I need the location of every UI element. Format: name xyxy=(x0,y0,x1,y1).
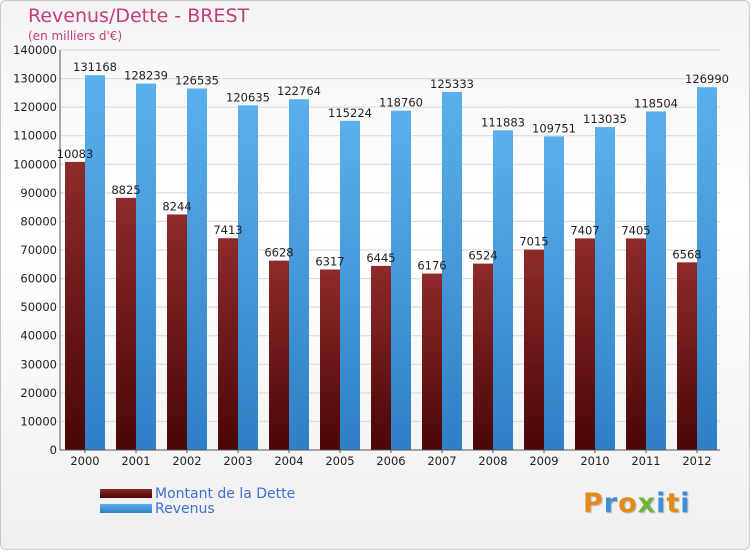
y-tick-label: 30000 xyxy=(20,357,57,371)
data-label: 118760 xyxy=(379,96,423,110)
y-tick-label: 80000 xyxy=(20,214,57,228)
logo-letter: i xyxy=(680,488,691,519)
x-tick-label: 2002 xyxy=(172,454,201,468)
data-label: 125333 xyxy=(430,77,474,91)
logo-letter: r xyxy=(603,488,619,519)
y-tick-label: 110000 xyxy=(13,129,57,143)
y-tick-label: 120000 xyxy=(13,100,57,114)
bar-revenue xyxy=(595,127,615,451)
x-tick-label: 2012 xyxy=(682,454,711,468)
data-label: 8244 xyxy=(162,199,191,213)
bar-debt xyxy=(371,265,391,450)
bar-debt xyxy=(167,214,187,450)
x-tick-label: 2004 xyxy=(274,454,303,468)
data-labels: 10083 131168 8825 128239 8244 126535 7413 12063… xyxy=(57,60,729,272)
data-label: 128239 xyxy=(124,69,168,83)
data-label: 7405 xyxy=(621,223,650,237)
legend-swatch-revenue xyxy=(100,504,152,513)
bar-debt xyxy=(65,161,85,450)
data-label: 115224 xyxy=(328,106,372,120)
bar-revenue xyxy=(85,75,105,450)
bar-debt xyxy=(218,238,238,450)
x-tick-label: 2000 xyxy=(70,454,99,468)
data-label: 10083 xyxy=(57,147,94,161)
x-tick-label: 2009 xyxy=(529,454,558,468)
data-label: 6524 xyxy=(468,249,497,263)
x-tick-label: 2007 xyxy=(427,454,456,468)
legend-label-revenue: Revenus xyxy=(155,501,215,517)
y-tick-label: 10000 xyxy=(20,414,57,428)
x-tick-label: 2011 xyxy=(631,454,660,468)
data-label: 8825 xyxy=(111,183,140,197)
y-tick-label: 100000 xyxy=(13,157,57,171)
bars xyxy=(65,75,717,451)
x-tick-label: 2010 xyxy=(580,454,609,468)
proxiti-logo: Proxiti xyxy=(583,488,691,519)
y-tick-label: 20000 xyxy=(20,386,57,400)
bar-debt xyxy=(422,273,442,450)
data-label: 7407 xyxy=(570,223,599,237)
data-label: 122764 xyxy=(277,84,321,98)
bar-debt xyxy=(320,269,340,450)
bar-debt xyxy=(524,249,544,450)
data-label: 126535 xyxy=(175,73,219,87)
x-tick-label: 2008 xyxy=(478,454,507,468)
bar-revenue xyxy=(340,120,360,450)
chart-subtitle: (en milliers d'€) xyxy=(28,29,123,43)
x-tick-label: 2005 xyxy=(325,454,354,468)
legend-label-debt: Montant de la Dette xyxy=(155,486,296,502)
data-label: 120635 xyxy=(226,90,270,104)
bar-revenue xyxy=(238,105,258,450)
data-label: 118504 xyxy=(634,96,678,110)
x-tick-label: 2003 xyxy=(223,454,252,468)
logo-letter: o xyxy=(618,488,638,519)
axes: 0 10000 20000 30000 40000 50000 60000 70000 8000… xyxy=(13,43,720,468)
bar-revenue xyxy=(697,87,717,451)
bar-revenue xyxy=(544,136,564,450)
data-label: 6628 xyxy=(264,246,293,260)
data-label: 111883 xyxy=(481,115,525,129)
bar-revenue xyxy=(136,83,156,451)
bar-debt xyxy=(626,238,646,450)
bar-debt xyxy=(473,263,493,450)
data-label: 6176 xyxy=(417,259,446,273)
logo-letter: x xyxy=(637,488,657,519)
data-label: 6317 xyxy=(315,255,344,269)
bar-revenue xyxy=(646,111,666,450)
bar-debt xyxy=(575,238,595,450)
y-tick-label: 90000 xyxy=(20,186,57,200)
bar-debt xyxy=(116,197,136,450)
bar-revenue xyxy=(493,130,513,450)
bar-revenue xyxy=(187,88,207,450)
bar-debt xyxy=(677,262,697,450)
y-tick-label: 70000 xyxy=(20,243,57,257)
bar-revenue xyxy=(289,99,309,450)
y-tick-label: 130000 xyxy=(13,72,57,86)
logo-letter: P xyxy=(583,488,604,519)
data-label: 7413 xyxy=(213,223,242,237)
data-label: 7015 xyxy=(519,235,548,249)
data-label: 109751 xyxy=(532,121,576,135)
data-label: 113035 xyxy=(583,112,627,126)
x-tick-label: 2001 xyxy=(121,454,150,468)
y-tick-label: 0 xyxy=(50,443,57,457)
bar-revenue xyxy=(442,91,462,451)
bar-debt xyxy=(269,260,289,450)
data-label: 6445 xyxy=(366,251,395,265)
x-tick-label: 2006 xyxy=(376,454,405,468)
bar-revenue xyxy=(391,110,411,450)
legend-swatch-debt xyxy=(100,489,152,498)
logo-letter: i xyxy=(656,488,667,519)
data-label: 131168 xyxy=(73,60,117,74)
y-tick-label: 60000 xyxy=(20,272,57,286)
y-tick-label: 50000 xyxy=(20,300,57,314)
data-label: 6568 xyxy=(672,247,701,261)
y-tick-label: 40000 xyxy=(20,329,57,343)
chart-title: Revenus/Dette - BREST xyxy=(28,5,250,27)
logo-letter: t xyxy=(666,488,681,519)
data-label: 126990 xyxy=(685,72,729,86)
y-tick-label: 140000 xyxy=(13,43,57,57)
